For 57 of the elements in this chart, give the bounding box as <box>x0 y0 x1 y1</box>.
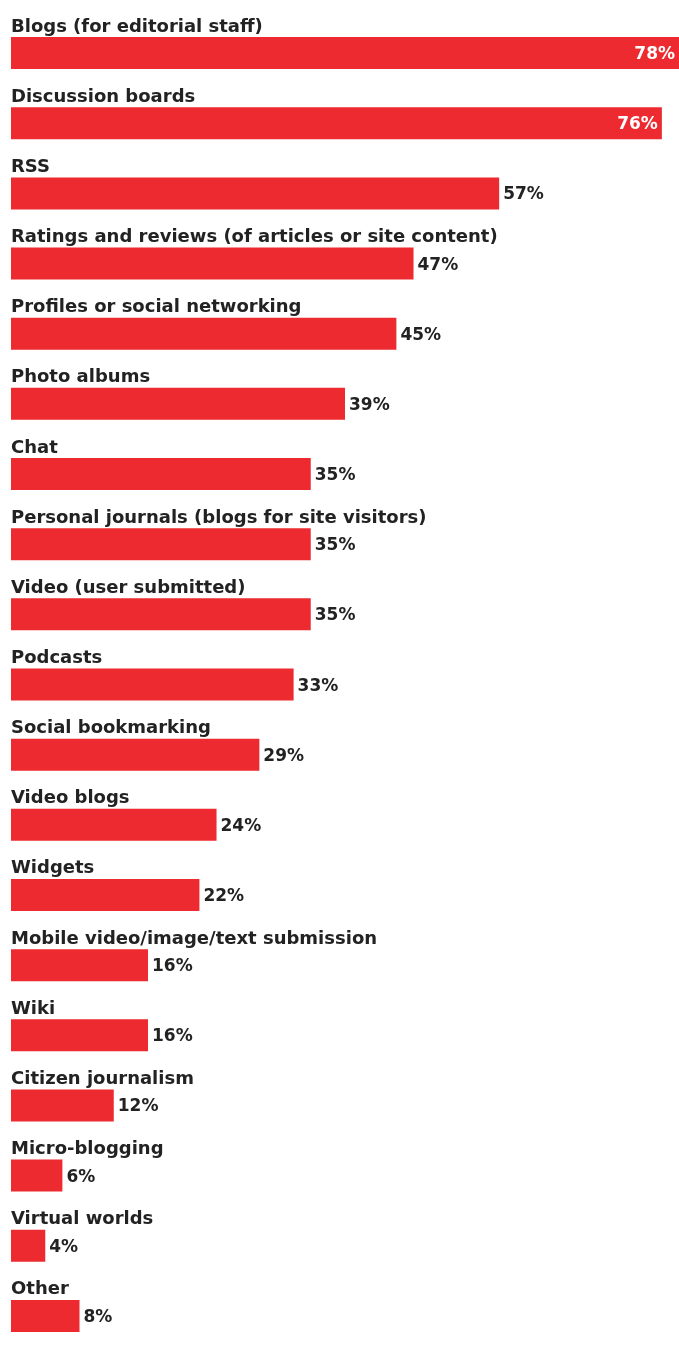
bar <box>11 1299 80 1332</box>
data-label: 16% <box>152 955 193 976</box>
bar <box>11 598 311 631</box>
data-label: 16% <box>152 1025 193 1046</box>
data-label: 8% <box>83 1305 113 1326</box>
y-tick-label: RSS <box>11 154 50 176</box>
data-label: 24% <box>220 814 262 835</box>
bar <box>11 387 345 420</box>
data-label: 45% <box>400 323 442 344</box>
data-label: 47% <box>417 253 459 274</box>
bar <box>11 949 149 982</box>
bar <box>11 37 679 70</box>
y-tick-label: Chat <box>11 435 59 457</box>
bar <box>11 1089 114 1122</box>
data-label: 39% <box>349 393 390 414</box>
bar <box>11 808 217 841</box>
y-tick-label: Other <box>11 1277 69 1299</box>
y-tick-label: Social bookmarking <box>11 716 211 738</box>
bar <box>11 458 311 491</box>
y-tick-label: Virtual worlds <box>11 1207 154 1229</box>
data-label: 22% <box>203 884 245 905</box>
data-label: 78% <box>634 43 675 64</box>
y-tick-label: Blogs (for editorial staff) <box>11 14 263 36</box>
data-label: 76% <box>617 113 658 134</box>
data-label: 29% <box>263 744 305 765</box>
y-tick-label: Micro-blogging <box>11 1137 164 1159</box>
y-tick-label: Profiles or social networking <box>11 295 302 317</box>
y-tick-label: Video (user submitted) <box>11 575 246 597</box>
y-tick-label: Widgets <box>11 856 95 878</box>
bar <box>11 1159 63 1192</box>
bar <box>11 528 311 561</box>
y-tick-label: Citizen journalism <box>11 1066 194 1088</box>
y-tick-label: Photo albums <box>11 365 151 387</box>
data-label: 35% <box>314 464 356 485</box>
data-label: 57% <box>503 183 544 204</box>
bar <box>11 177 500 210</box>
data-label: 6% <box>66 1165 96 1186</box>
data-label: 12% <box>117 1095 159 1116</box>
y-tick-label: Wiki <box>11 996 56 1018</box>
bar <box>11 1019 149 1052</box>
bar <box>11 317 397 350</box>
data-label: 33% <box>297 674 339 695</box>
y-tick-label: Video blogs <box>11 786 130 808</box>
data-label: 35% <box>314 534 356 555</box>
y-tick-label: Discussion boards <box>11 84 196 106</box>
bar <box>11 738 260 771</box>
data-label: 4% <box>49 1235 79 1256</box>
y-tick-label: Podcasts <box>11 646 103 667</box>
bar <box>11 247 414 280</box>
bar <box>11 1229 46 1262</box>
data-label: 35% <box>314 604 356 625</box>
y-tick-label: Personal journals (blogs for site visitors) <box>11 505 427 527</box>
bar <box>11 668 294 701</box>
y-tick-label: Mobile video/image/text submission <box>11 926 378 948</box>
y-tick-label: Ratings and reviews (of articles or site content) <box>11 225 498 247</box>
bar <box>11 107 662 140</box>
bar <box>11 878 200 911</box>
